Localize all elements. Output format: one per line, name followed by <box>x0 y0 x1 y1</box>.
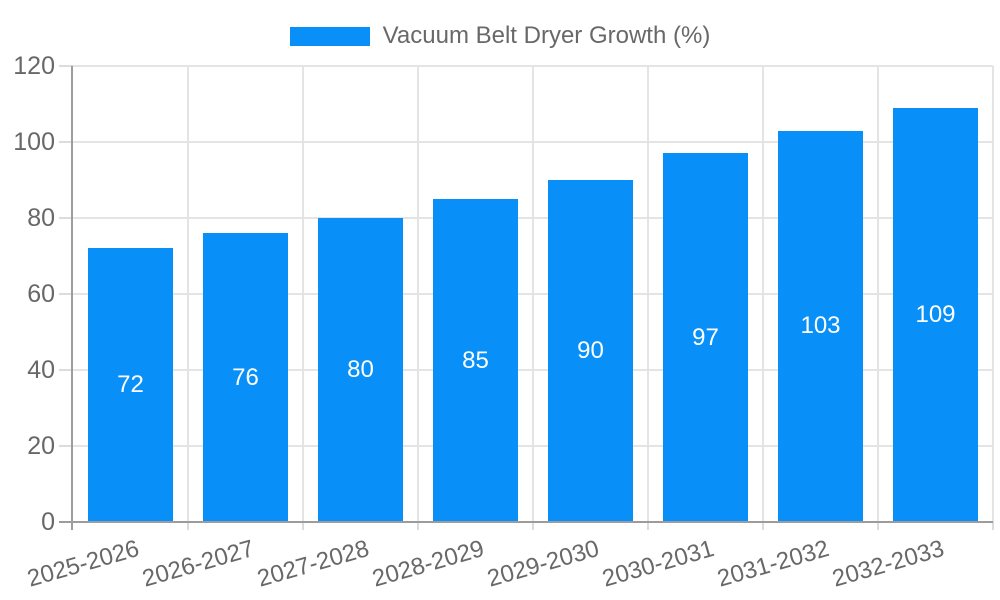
gridline-vertical <box>992 66 994 522</box>
x-axis-tick <box>992 522 994 530</box>
x-axis-line <box>59 521 993 523</box>
y-tick-label: 0 <box>41 508 55 536</box>
bar-value-label: 97 <box>692 323 719 351</box>
bar-2027-2028 <box>318 218 403 521</box>
y-tick-label: 120 <box>13 52 55 80</box>
y-axis-tick <box>59 141 73 143</box>
gridline-vertical <box>647 66 649 522</box>
bar-value-label: 72 <box>117 371 144 399</box>
bar-2030-2031 <box>663 153 748 521</box>
x-axis-tick <box>302 522 304 530</box>
x-axis-tick <box>187 522 189 530</box>
bar-2029-2030 <box>548 180 633 521</box>
bar-value-label: 85 <box>462 346 489 374</box>
legend-item[interactable]: Vacuum Belt Dryer Growth (%) <box>289 22 711 50</box>
legend-swatch <box>289 26 370 46</box>
x-axis-tick <box>417 522 419 530</box>
bar-value-label: 109 <box>915 300 956 328</box>
x-axis-tick <box>877 522 879 530</box>
legend-label: Vacuum Belt Dryer Growth (%) <box>382 22 711 49</box>
bar-value-label: 80 <box>347 356 374 383</box>
y-tick-label: 40 <box>27 356 55 384</box>
bar-value-label: 90 <box>577 337 604 364</box>
y-tick-label: 100 <box>13 128 55 156</box>
x-axis-tick <box>762 522 764 530</box>
bar-value-label: 103 <box>800 312 841 340</box>
bar-2026-2027 <box>203 233 288 521</box>
bar-value-label: 76 <box>232 363 259 391</box>
bar-2028-2029 <box>433 199 518 521</box>
gridline-vertical <box>762 66 764 522</box>
bar-2031-2032 <box>778 130 863 521</box>
y-tick-label: 20 <box>27 432 55 460</box>
y-axis-tick <box>59 445 73 447</box>
gridline-vertical <box>302 66 304 522</box>
y-axis-tick <box>59 369 73 371</box>
bar-2032-2033 <box>893 107 978 521</box>
x-axis-tick <box>647 522 649 530</box>
x-axis-tick <box>532 522 534 530</box>
y-axis-line <box>71 66 73 530</box>
y-axis-tick <box>59 293 73 295</box>
chart-legend: Vacuum Belt Dryer Growth (%) <box>0 17 1000 55</box>
gridline-vertical <box>417 66 419 522</box>
bar-2025-2026 <box>88 248 173 521</box>
y-axis-tick <box>59 217 73 219</box>
gridline-vertical <box>877 66 879 522</box>
y-axis-tick <box>59 65 73 67</box>
y-tick-label: 80 <box>27 204 55 232</box>
gridline-vertical <box>187 66 189 522</box>
y-tick-label: 60 <box>27 280 55 308</box>
gridline-vertical <box>532 66 534 522</box>
